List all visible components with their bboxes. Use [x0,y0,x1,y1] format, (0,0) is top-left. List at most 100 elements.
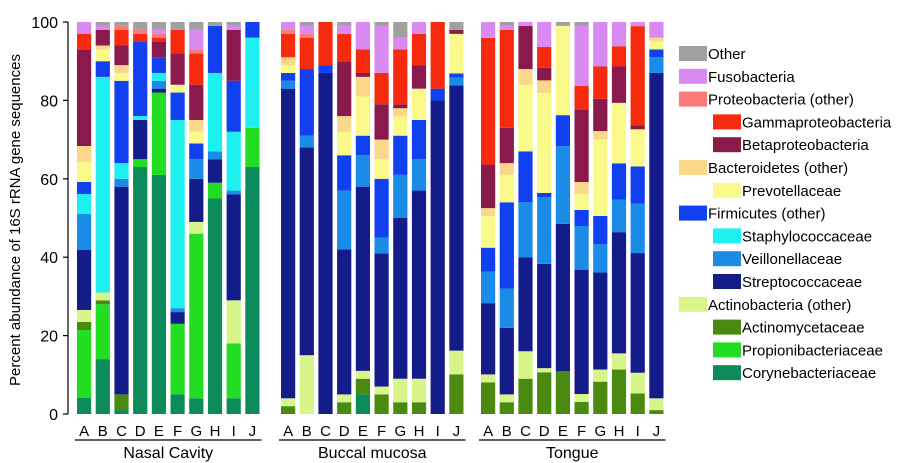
bar-segment-veillonellaceae [281,80,296,89]
bar-segment-veillonellaceae [77,214,92,250]
bar-segment-gammaproteobacteria [114,29,129,46]
bar-segment-gammaproteobacteria [355,49,370,73]
bar-segment-other [207,22,223,26]
bar-segment-actinobacteria-other [411,378,427,403]
axes: 0 20 40 60 80 100 [31,15,69,424]
bar-segment-actinobacteria-other [189,221,204,234]
bar-segment-bacteroidetes-other [499,163,514,175]
bar-segment-actinobacteria-other [630,372,645,394]
bar-segment-firmicutes-other [77,182,92,194]
group-label: Buccal mucosa [318,445,427,462]
legend-swatch [713,274,741,289]
bar-segment-fusobacteria [226,25,241,30]
bar-segment-bacteroidetes-other [537,80,552,93]
bar-segment-staphylococcaceae [77,194,92,214]
bar-segment-streptococcaceae [355,186,370,371]
legend-swatch [679,205,707,221]
bar-segment-firmicutes-other [593,215,608,245]
bar-segment-other [393,22,408,38]
bar-segment-betaproteobacteria [374,104,389,140]
bar-segment-corynebacteriaceae [245,167,260,414]
bar-segment-propionibacteriaceae [133,159,148,168]
legend-label: Prevotellaceae [742,183,841,200]
bar-segment-firmicutes-other [574,210,589,226]
bar-segment-fusobacteria [630,22,645,27]
bar-segment-actinobacteria-other [481,374,496,383]
sample-label: B [302,423,312,440]
bar-segment-actinobacteria-other [355,370,370,379]
bar-segment-actinobacteria-other [499,394,514,403]
bar-segment-prevotellaceae [481,216,496,248]
bar-segment-bacteroidetes-other [518,69,533,85]
bar-segment-fusobacteria [299,25,314,34]
legend-label: Actinobacteria (other) [708,297,851,314]
sample-label: J [453,423,461,440]
bar-segment-propionibacteriaceae [95,304,110,360]
bar-segment-streptococcaceae [611,232,627,354]
bar-segment-betaproteobacteria [537,67,552,81]
bar-segment-corynebacteriaceae [77,398,92,414]
bar-segment-bacteroidetes-other [77,146,92,162]
bar-segment-gammaproteobacteria [151,37,166,42]
sample-label: B [98,423,108,440]
bar-segment-veillonellaceae [299,135,314,148]
bar-segment-veillonellaceae [207,151,223,160]
bar-segment-actinobacteria-other [374,386,389,395]
bar-segment-streptococcaceae [133,120,148,160]
bar-segment-veillonellaceae [518,202,533,258]
bar-segment-gammaproteobacteria [318,22,333,66]
bar-segment-betaproteobacteria [611,66,627,103]
bar-segment-veillonellaceae [593,244,608,273]
y-tick-label: 60 [40,172,58,189]
bar-segment-propionibacteriaceae [207,182,223,199]
bar-segment-actinobacteria-other [337,394,352,403]
bar-segment-proteobacteria-other [281,29,296,34]
bar-segment-prevotellaceae [170,84,185,93]
legend-label: Streptococcaceae [742,274,862,291]
bar-segment-streptococcaceae [299,147,314,356]
bar-segment-prevotellaceae [649,41,664,50]
bar-segment-firmicutes-other [170,92,185,120]
bar-segment-staphylococcaceae [170,120,185,309]
bar-segment-firmicutes-other [95,61,110,77]
legend-label: Other [708,46,746,63]
bar-segment-actinomycetaceae [337,402,352,414]
bar-segment-prevotellaceae [355,96,370,136]
bar-segment-veillonellaceae [649,57,664,73]
sample-label: B [502,423,512,440]
bar-segment-actinomycetaceae [114,394,129,411]
bar-segment-streptococcaceae [537,263,552,369]
bar-segment-prevotellaceae [393,116,408,136]
sample-label: C [116,423,127,440]
legend-label: Propionibacteriaceae [742,342,883,359]
legend-swatch [713,319,741,335]
bar-segment-firmicutes-other [114,80,129,164]
bars [77,22,664,415]
bar-segment-veillonellaceae [355,155,370,187]
bar-segment-proteobacteria-other [133,29,148,34]
bar-segment-corynebacteriaceae [95,359,110,414]
bar-segment-firmicutes-other [518,151,533,203]
bar-segment-veillonellaceae [611,199,627,233]
bar-segment-actinobacteria-other [77,310,92,322]
bar-segment-other [337,22,352,26]
bar-segment-propionibacteriaceae [189,233,204,399]
bar-segment-actinobacteria-other [226,300,241,344]
bar-segment-fusobacteria [77,22,92,34]
legend-swatch [679,296,707,312]
bar-segment-fusobacteria [481,22,496,38]
bar-segment-corynebacteriaceae [189,398,204,414]
bar-segment-actinomycetaceae [355,378,370,395]
bar-segment-gammaproteobacteria [374,72,389,105]
legend-swatch [713,342,741,358]
bar-segment-staphylococcaceae [245,37,260,128]
sample-label: F [173,423,182,440]
sample-label: G [394,423,406,440]
bar-segment-other [574,22,589,26]
bar-segment-streptococcaceae [411,190,427,379]
bar-segment-prevotellaceae [114,72,129,81]
bar-segment-betaproteobacteria [95,29,110,46]
bar-segment-corynebacteriaceae [133,167,148,414]
bar-segment-firmicutes-other [430,88,445,101]
